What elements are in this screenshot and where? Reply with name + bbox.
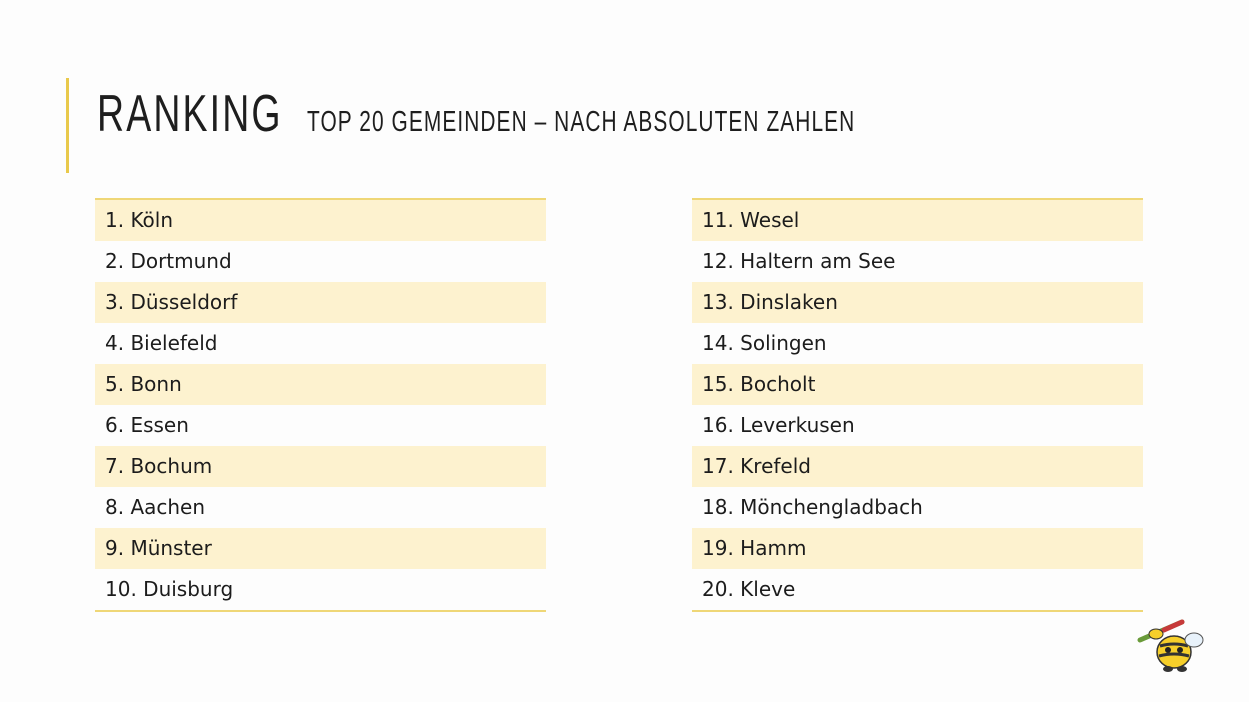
ranking-item: 2. Dortmund — [105, 249, 232, 273]
ranking-list: 11. Wesel 12. Haltern am See 13. Dinslaken… — [692, 198, 1143, 612]
ranking-list: 1. Köln 2. Dortmund 3. Düsseldorf 4. Bielef… — [95, 198, 546, 612]
ranking-item: 5. Bonn — [95, 364, 546, 405]
ranking-item: 12. Haltern am See — [702, 249, 896, 273]
ranking-item: 18. Mönchengladbach — [702, 495, 923, 519]
ranking-item: 19. Hamm — [692, 528, 1143, 569]
title-sub: TOP 20 GEMEINDEN – NACH ABSOLUTEN ZAHLEN — [307, 106, 856, 138]
ranking-item: 14. Solingen — [702, 331, 827, 355]
ranking-item: 17. Krefeld — [692, 446, 1143, 487]
ranking-item: 3. Düsseldorf — [95, 282, 546, 323]
ranking-item: 1. Köln — [95, 200, 546, 241]
ranking-item: 8. Aachen — [105, 495, 206, 519]
ranking-item: 7. Bochum — [95, 446, 546, 487]
bee-mascot — [1137, 619, 1204, 672]
ranking-item: 15. Bocholt — [692, 364, 1143, 405]
ranking-item: 20. Kleve — [702, 577, 796, 601]
ranking-item: 11. Wesel — [692, 200, 1143, 241]
title: RANKING TOP 20 GEMEINDEN – NACH ABSOLUTE… — [97, 84, 1069, 144]
ranking-item: 10. Duisburg — [105, 577, 234, 601]
title-main: RANKING — [97, 85, 283, 143]
accent-bar — [66, 78, 69, 173]
ranking-item: 6. Essen — [105, 413, 189, 437]
ranking-item: 4. Bielefeld — [105, 331, 218, 355]
ranking-item: 9. Münster — [95, 528, 546, 569]
ranking-item: 16. Leverkusen — [702, 413, 855, 437]
ranking-item: 13. Dinslaken — [692, 282, 1143, 323]
